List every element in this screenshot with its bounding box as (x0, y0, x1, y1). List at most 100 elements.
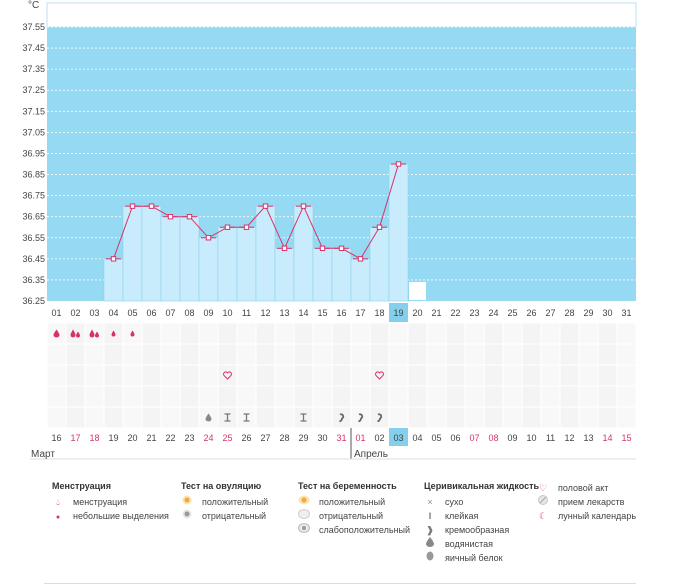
sticky-icon: I (428, 511, 432, 521)
cycle-day-label: 06 (146, 308, 156, 318)
calendar-date-label: 08 (488, 433, 498, 443)
tracker-cell (256, 386, 275, 407)
tracker-cell (85, 323, 104, 344)
tracker-cell (142, 344, 161, 365)
tracker-cell (579, 386, 598, 407)
tracker-cell (541, 323, 560, 344)
tracker-cell (617, 344, 636, 365)
tracker-cell (579, 365, 598, 386)
tracker-cell (275, 323, 294, 344)
tracker-cell (503, 386, 522, 407)
double-drop-icon (89, 329, 99, 338)
temperature-point (357, 256, 364, 262)
tracker-cell (123, 344, 142, 365)
tracker-cell (370, 386, 389, 407)
tracker-cell (332, 365, 351, 386)
temperature-bar (312, 248, 333, 302)
positive-ovulation-icon (181, 495, 193, 509)
y-tick-label: 36.25 (22, 296, 45, 306)
heart-icon (375, 371, 384, 380)
temperature-point (167, 213, 174, 220)
y-tick-label: 36.65 (22, 212, 45, 222)
tracker-cell (484, 365, 503, 386)
legend-item: слабоположительный (298, 523, 410, 537)
tracker-cell (427, 407, 446, 428)
tracker-cell (427, 365, 446, 386)
month-label: Март (31, 449, 55, 460)
cycle-day-label: 09 (203, 308, 213, 318)
tracker-cell (560, 344, 579, 365)
tracker-cell (617, 323, 636, 344)
tracker-cell (237, 365, 256, 386)
tracker-cell (503, 323, 522, 344)
tracker-cell (389, 323, 408, 344)
tracker-cell (332, 386, 351, 407)
tracker-cell (370, 323, 389, 344)
tracker-cell (351, 344, 370, 365)
tracker-cell (484, 386, 503, 407)
tracker-cell (465, 365, 484, 386)
temperature-point (338, 245, 345, 252)
legend-label: половой акт (558, 483, 609, 493)
legend-item: положительный (298, 495, 410, 509)
tracker-cell (313, 407, 332, 428)
tracker-cell (66, 407, 85, 428)
tracker-cell (180, 365, 199, 386)
temperature-point (186, 213, 193, 220)
cycle-day-label: 21 (431, 308, 441, 318)
legend-item: ♡ половой акт (537, 481, 636, 495)
calendar-date-label: 07 (469, 433, 479, 443)
calendar-date-label: 30 (317, 433, 327, 443)
y-tick-label: 37.35 (22, 64, 45, 74)
y-tick-label: 36.45 (22, 254, 45, 264)
tracker-cell (465, 407, 484, 428)
tracker-cell (541, 407, 560, 428)
tracker-cell (161, 407, 180, 428)
temperature-point (300, 203, 307, 209)
tracker-cell (617, 386, 636, 407)
tracker-cell (484, 323, 503, 344)
tracker-cell (541, 386, 560, 407)
tracker-cell (85, 386, 104, 407)
sticky-icon (224, 413, 231, 422)
tracker-cell (218, 365, 237, 386)
cycle-day-label: 25 (507, 308, 517, 318)
tracker-cell (66, 323, 85, 344)
tracker-cell (275, 365, 294, 386)
calendar-date-label: 14 (602, 433, 612, 443)
temperature-point (281, 245, 288, 252)
tracker-cell (180, 323, 199, 344)
temperature-point (395, 161, 402, 167)
legend-item: водянистая (424, 537, 539, 551)
y-tick-label: 37.45 (22, 43, 45, 53)
plot-top-frame (46, 2, 637, 28)
y-tick-label: 36.85 (22, 170, 45, 180)
calendar-date-label: 09 (507, 433, 517, 443)
y-tick-label: 37.05 (22, 127, 45, 137)
temperature-point (205, 235, 212, 241)
tracker-cell (503, 407, 522, 428)
drop-icon: 💧︎ (56, 497, 60, 507)
cycle-day-label: 08 (184, 308, 194, 318)
y-tick-label: 36.35 (22, 275, 45, 285)
tracker-cell (275, 344, 294, 365)
legend-label: отрицательный (202, 511, 267, 521)
legend-label: прием лекарств (558, 497, 625, 507)
tracker-cell (66, 365, 85, 386)
tracker-cell (123, 386, 142, 407)
tracker-cell (522, 407, 541, 428)
cycle-day-label: 31 (621, 308, 631, 318)
tracker-cell (256, 323, 275, 344)
tracker-cell (47, 407, 66, 428)
tracker-cell (389, 365, 408, 386)
negative-pregnancy-icon (298, 509, 310, 523)
egg-white-icon (424, 551, 436, 565)
tracker-cell (370, 365, 389, 386)
tracker-cell (465, 386, 484, 407)
tracker-cell (541, 344, 560, 365)
tracker-cell (142, 365, 161, 386)
tracker-cell (237, 344, 256, 365)
legend-label: яичный белок (445, 553, 503, 563)
cycle-day-label: 29 (583, 308, 593, 318)
